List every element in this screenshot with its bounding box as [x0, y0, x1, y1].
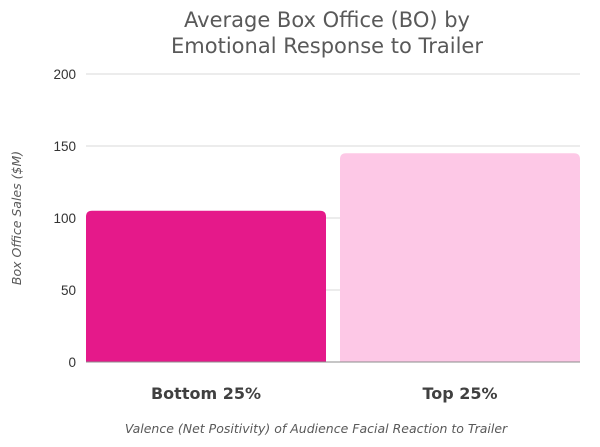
y-tick-label: 50: [61, 283, 76, 298]
y-axis-label: Box Office Sales ($M): [9, 151, 24, 285]
y-axis-tick-labels: 0 50 100 150 200: [53, 67, 76, 370]
x-category-label: Bottom 25%: [151, 384, 261, 403]
bar-top-25: [340, 153, 580, 362]
y-tick-label: 0: [68, 355, 76, 370]
bars: [86, 153, 580, 362]
y-tick-label: 100: [53, 211, 76, 226]
bar-bottom-25: [86, 210, 326, 362]
x-category-label: Top 25%: [422, 384, 497, 403]
chart-title-line-2: Emotional Response to Trailer: [171, 34, 483, 58]
y-tick-label: 150: [53, 139, 76, 154]
chart-title-line-1: Average Box Office (BO) by: [184, 8, 470, 32]
x-axis-category-labels: Bottom 25% Top 25%: [151, 384, 498, 403]
y-tick-label: 200: [53, 67, 76, 82]
x-axis-label: Valence (Net Positivity) of Audience Fac…: [125, 421, 508, 436]
